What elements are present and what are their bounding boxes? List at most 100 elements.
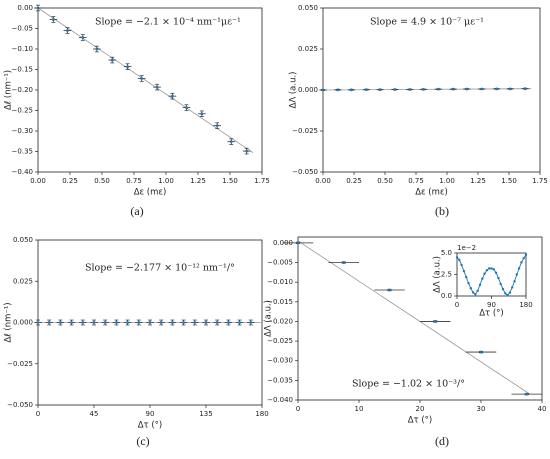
data-point: [51, 18, 55, 21]
x-axis-label: Δτ (°): [138, 421, 163, 431]
x-axis-label: Δε (mε): [415, 188, 448, 198]
y-tick-label: −0.030: [267, 357, 293, 365]
data-point: [497, 276, 500, 280]
x-tick-label: 30: [477, 405, 486, 413]
data-point: [474, 293, 477, 296]
x-tick-label: 0: [455, 301, 459, 309]
data-point: [249, 321, 253, 324]
data-point: [422, 87, 425, 91]
y-tick-label: 0.050: [13, 236, 33, 244]
data-point: [481, 277, 484, 280]
data-point: [81, 36, 85, 39]
data-point: [342, 261, 346, 264]
data-point: [238, 321, 242, 324]
data-point: [36, 321, 40, 324]
y-tick-label: −0.020: [267, 317, 293, 325]
y-axis-label: Δℓ (nm⁻¹): [4, 302, 14, 342]
caption: (c): [136, 434, 149, 448]
data-point: [140, 77, 144, 80]
y-tick-label: −0.25: [12, 107, 33, 115]
data-point: [520, 261, 523, 264]
data-point: [433, 320, 437, 323]
y-tick-label: −0.035: [267, 376, 293, 384]
data-point: [485, 269, 489, 272]
y-tick-label: −0.025: [7, 360, 33, 368]
x-tick-label: 1.50: [501, 177, 517, 185]
data-point: [508, 87, 512, 91]
data-point: [408, 88, 412, 91]
data-point: [126, 65, 129, 69]
caption: (b): [435, 204, 449, 218]
x-axis-label: Δτ (°): [408, 416, 433, 426]
y-tick-label: 0.0: [441, 292, 452, 300]
data-point: [523, 87, 527, 91]
x-tick-label: 0.25: [62, 177, 78, 185]
x-tick-label: 1.00: [439, 177, 455, 185]
x-tick-label: 1.50: [222, 177, 238, 185]
y-tick-label: −0.005: [267, 259, 293, 267]
y-tick-label: −0.015: [267, 298, 293, 306]
data-point: [378, 88, 382, 92]
data-point: [227, 321, 230, 324]
data-point: [155, 85, 159, 89]
data-point: [245, 149, 249, 153]
data-point: [508, 291, 512, 294]
y-tick-label: −0.010: [267, 278, 293, 286]
x-tick-label: 90: [487, 301, 496, 309]
plot-frame: [37, 7, 263, 173]
x-tick-label: 20: [416, 405, 425, 413]
data-point: [159, 321, 163, 324]
data-point: [182, 321, 186, 324]
data-point: [517, 267, 521, 270]
data-point: [350, 88, 353, 92]
axis-offset: 1e−2: [457, 244, 476, 252]
data-point: [47, 321, 51, 324]
data-point: [393, 88, 397, 91]
x-tick-label: 135: [199, 410, 212, 418]
x-tick-label: 180: [255, 410, 268, 418]
data-point: [388, 288, 391, 292]
data-point: [81, 321, 85, 324]
x-tick-label: 0: [36, 410, 40, 418]
data-point: [115, 321, 118, 324]
x-tick-label: 1.75: [532, 177, 548, 185]
data-point: [511, 286, 514, 289]
x-tick-label: 0: [296, 405, 300, 413]
data-point: [525, 392, 529, 396]
data-point: [436, 87, 440, 91]
y-tick-label: −0.35: [12, 148, 33, 156]
annotation: Slope = −2.1 × 10⁻⁴ nm⁻¹με⁻¹: [95, 17, 241, 28]
x-tick-label: 10: [355, 405, 364, 413]
y-tick-label: −0.15: [12, 66, 33, 74]
data-point: [451, 87, 455, 91]
data-point: [476, 289, 479, 293]
data-point: [494, 271, 498, 274]
data-point: [296, 241, 300, 245]
x-tick-label: 1.25: [470, 177, 486, 185]
y-tick-label: −0.05: [12, 25, 33, 33]
data-point: [478, 283, 482, 287]
data-point: [522, 256, 525, 260]
data-point: [336, 88, 340, 92]
y-tick-label: −0.30: [12, 127, 33, 135]
data-point: [321, 88, 325, 92]
y-tick-label: −0.025: [267, 337, 293, 345]
data-point: [455, 256, 459, 259]
data-point: [460, 263, 463, 267]
x-tick-label: 0.75: [408, 177, 424, 185]
x-axis-label: Δε (mε): [134, 188, 167, 198]
y-axis-label: ΔΛ (a.u.): [289, 72, 299, 109]
plot-frame: [456, 252, 527, 297]
data-point: [215, 321, 219, 324]
data-point: [171, 94, 174, 98]
caption: (d): [435, 434, 449, 448]
x-tick-label: 1.75: [254, 177, 270, 185]
x-tick-label: 180: [519, 301, 532, 309]
y-axis-label: ΔΛ (a.u.): [264, 300, 274, 337]
data-point: [499, 282, 502, 286]
data-point: [488, 267, 491, 270]
annotation: Slope = −2.177 × 10⁻¹² nm⁻¹/°: [85, 263, 235, 274]
data-point: [495, 87, 498, 91]
data-point: [200, 112, 204, 116]
